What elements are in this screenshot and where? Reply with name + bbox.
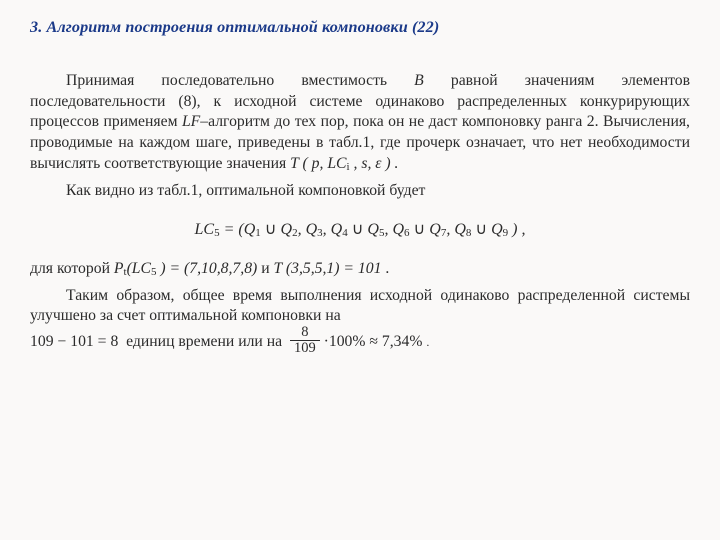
document-page: 3. Алгоритм построения оптимальной компо… [0, 0, 720, 540]
period: . [426, 335, 429, 351]
body-text: Принимая последовательно вместимость B р… [30, 71, 690, 358]
paragraph-3: для которой Pt(LC5 ) = (7,10,8,7,8) и T … [30, 259, 690, 280]
fraction-denominator: 109 [290, 341, 320, 356]
calc-percent: ·100% ≈ 7,34% [320, 332, 427, 353]
text-run: для которой [30, 260, 114, 277]
fraction: 8 109 [290, 325, 320, 356]
formula-Pt: Pt(LC5 ) = (7,10,8,7,8) [114, 260, 257, 277]
var-B: B [414, 72, 424, 89]
text-run: . [381, 260, 389, 277]
text-run: Как видно из табл.1, оптимальной компоно… [66, 182, 425, 199]
text-run: Принимая последовательно вместимость [66, 72, 414, 89]
paragraph-2: Как видно из табл.1, оптимальной компоно… [30, 181, 690, 202]
fraction-numerator: 8 [290, 325, 320, 341]
paragraph-1: Принимая последовательно вместимость B р… [30, 71, 690, 175]
text-run: единиц времени или на [118, 332, 290, 353]
display-equation-LC5: LC5 = (Q1 ∪ Q2, Q3, Q4 ∪ Q5, Q6 ∪ Q7, Q8… [30, 219, 690, 241]
heading-title: Алгоритм построения оптимальной компонов… [47, 18, 440, 36]
formula-T: T ( p, LCi , s, ε ) . [290, 155, 398, 172]
section-heading: 3. Алгоритм построения оптимальной компо… [30, 18, 690, 37]
var-LF: LF [182, 113, 200, 130]
text-run: Таким образом, общее время выполнения ис… [30, 287, 690, 325]
paragraph-5: 109 − 101 = 8 единиц времени или на 8 10… [30, 327, 690, 358]
text-run: и [257, 260, 273, 277]
heading-number: 3. [30, 18, 42, 36]
calc-diff: 109 − 101 = 8 [30, 332, 118, 353]
formula-T: T (3,5,5,1) = 101 [274, 260, 382, 277]
paragraph-4: Таким образом, общее время выполнения ис… [30, 286, 690, 327]
